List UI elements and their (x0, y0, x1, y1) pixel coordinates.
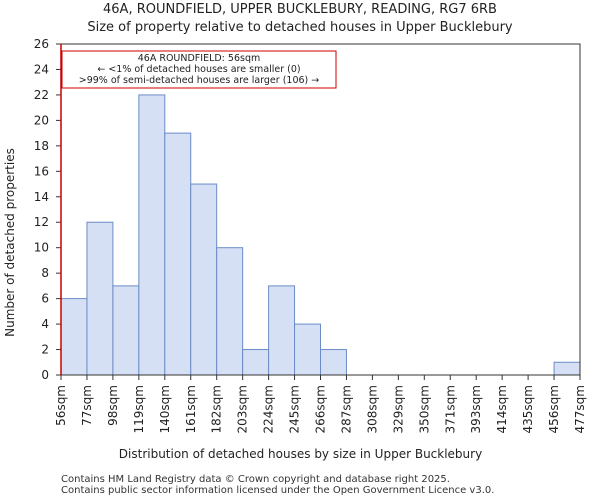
x-tick-label: 308sqm (365, 385, 379, 433)
histogram-bar (60, 298, 88, 376)
histogram-bar (268, 285, 296, 376)
y-tick-label: 20 (34, 113, 49, 127)
chart-title: 46A, ROUNDFIELD, UPPER BUCKLEBURY, READI… (103, 2, 497, 17)
annotation-line-1: 46A ROUNDFIELD: 56sqm (138, 53, 260, 64)
y-tick-label: 16 (34, 164, 49, 178)
x-tick-label: 287sqm (339, 385, 353, 433)
x-tick-label: 182sqm (210, 385, 224, 433)
histogram-bar (138, 94, 166, 376)
x-tick-label: 435sqm (521, 385, 535, 433)
x-tick-label: 329sqm (391, 385, 405, 433)
annotation-line-2: ← <1% of detached houses are smaller (0) (97, 64, 300, 75)
annotation-box: 46A ROUNDFIELD: 56sqm ← <1% of detached … (61, 50, 337, 89)
y-tick-label: 18 (34, 139, 49, 153)
y-tick-label: 4 (41, 317, 49, 331)
histogram-bar (294, 323, 321, 376)
y-tick-label: 26 (34, 37, 49, 51)
x-tick-label: 56sqm (54, 385, 68, 426)
x-tick-label: 414sqm (495, 385, 509, 433)
x-tick-label: 98sqm (106, 385, 120, 426)
y-tick-label: 22 (34, 88, 49, 102)
x-tick-label: 393sqm (469, 385, 483, 433)
histogram-bar (320, 349, 347, 376)
x-tick-label: 266sqm (314, 385, 328, 433)
x-tick-label: 224sqm (262, 385, 276, 433)
x-tick-label: 477sqm (573, 385, 587, 433)
x-tick-label: 350sqm (417, 385, 431, 433)
histogram-bar (242, 349, 270, 376)
y-tick-label: 6 (41, 292, 49, 306)
footer-line-1: Contains HM Land Registry data © Crown c… (61, 474, 450, 485)
x-tick-label: 456sqm (547, 385, 561, 433)
x-tick-label: 245sqm (288, 385, 302, 433)
y-tick-label: 8 (41, 266, 49, 280)
y-axis-label: Number of detached properties (3, 148, 17, 337)
x-tick-label: 77sqm (80, 385, 94, 426)
footer-line-2: Contains public sector information licen… (61, 485, 495, 496)
histogram-bar (190, 183, 218, 376)
y-tick-label: 0 (41, 368, 49, 382)
histogram-bar (553, 361, 581, 376)
x-tick-label: 371sqm (443, 385, 457, 433)
y-tick-label: 12 (34, 215, 49, 229)
x-tick-label: 161sqm (184, 385, 198, 433)
y-tick-label: 14 (34, 190, 49, 204)
chart-subtitle: Size of property relative to detached ho… (87, 20, 513, 35)
y-tick-label: 2 (41, 343, 49, 357)
histogram-bar (164, 132, 192, 376)
x-tick-label: 203sqm (236, 385, 250, 433)
histogram-bar (112, 285, 140, 376)
y-tick-label: 24 (34, 62, 49, 76)
y-tick-label: 10 (34, 241, 49, 255)
x-axis-label: Distribution of detached houses by size … (119, 447, 482, 461)
histogram-bar (86, 221, 114, 376)
x-tick-label: 119sqm (132, 385, 146, 433)
histogram-bar (216, 247, 244, 376)
annotation-line-3: >99% of semi-detached houses are larger … (79, 75, 320, 86)
x-tick-label: 140sqm (158, 385, 172, 433)
